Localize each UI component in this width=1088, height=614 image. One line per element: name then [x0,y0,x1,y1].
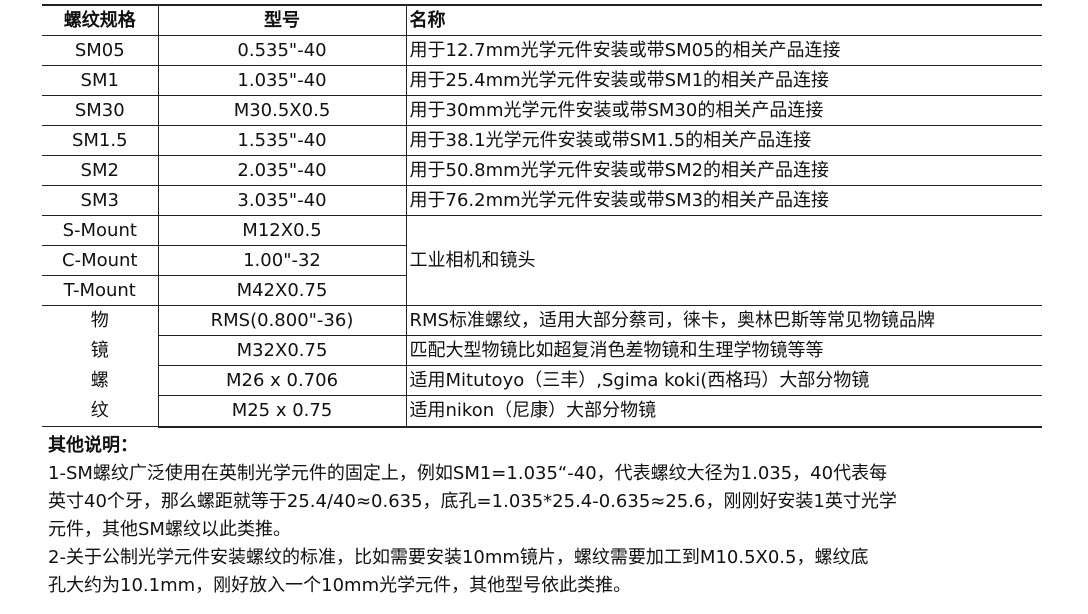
group-label-char: 纹 [90,400,109,421]
thread-spec-table: 螺纹规格 型号 名称 SM05 0.535"-40 用于12.7mm光学元件安装或带… [42,4,1042,428]
notes-line: 英寸40个牙，那么螺距就等于25.4/40≈0.635，底孔=1.035*25.… [48,491,897,512]
spec-cell: SM3 [42,185,159,216]
notes-line: 元件，其他SM螺纹以此类推。 [48,519,291,540]
table-row: M25 x 0.75 适用nikon（尼康）大部分物镜 [42,395,1042,428]
table-row: SM2 2.035"-40 用于50.8mm光学元件安装或带SM2的相关产品连接 [42,155,1042,186]
model-cell: 2.035"-40 [157,155,407,186]
notes-line: 1-SM螺纹广泛使用在英制光学元件的固定上，例如SM1=1.035“-40，代表… [48,463,888,484]
group-label-char: 镜 [90,340,109,361]
name-cell: 适用Mitutoyo（三丰）,Sgima koki(西格玛）大部分物镜 [405,365,1042,397]
table-row: SM3 3.035"-40 用于76.2mm光学元件安装或带SM3的相关产品连接 [42,185,1042,216]
table-header: 螺纹规格 型号 名称 [42,4,1042,36]
spec-cell: T-Mount [42,275,159,306]
spec-cell: C-Mount [42,245,159,276]
model-cell: 1.035"-40 [157,65,407,96]
table-row: SM30 M30.5X0.5 用于30mm光学元件安装或带SM30的相关产品连接 [42,95,1042,126]
header-model: 型号 [157,4,407,36]
spec-cell: SM05 [42,35,159,66]
table-row: M26 x 0.706 适用Mitutoyo（三丰）,Sgima koki(西格玛… [42,365,1042,397]
name-cell: 用于12.7mm光学元件安装或带SM05的相关产品连接 [405,35,1042,66]
table-row: M32X0.75 匹配大型物镜比如超复消色差物镜和生理学物镜等等 [42,335,1042,367]
table-row: 物 镜 螺 纹 RMS(0.800"-36) RMS标准螺纹，适用大部分蔡司，徕卡… [42,304,1042,427]
model-cell: M26 x 0.706 [158,365,407,397]
model-cell: 3.035"-40 [157,185,407,216]
spec-cell: S-Mount [42,215,159,246]
name-cell: 用于38.1光学元件安装或带SM1.5的相关产品连接 [405,125,1042,156]
header-spec: 螺纹规格 [42,4,159,36]
model-cell: M32X0.75 [158,335,407,367]
notes-title: 其他说明： [48,435,138,456]
notes-section: 其他说明： 1-SM螺纹广泛使用在英制光学元件的固定上，例如SM1=1.035“… [48,432,1048,600]
model-cell: 0.535"-40 [157,35,407,66]
table-row: S-Mount M12X0.5 工业相机和镜头 [42,215,1042,306]
group-label-char: 物 [90,310,109,331]
model-cell: M25 x 0.75 [158,395,407,428]
spec-cell: SM1.5 [42,125,159,156]
notes-line: 2-关于公制光学元件安装螺纹的标准，比如需要安装10mm镜片，螺纹需要加工到M1… [48,547,869,568]
model-cell: RMS(0.800"-36) [157,304,407,337]
name-cell: RMS标准螺纹，适用大部分蔡司，徕卡，奥林巴斯等常见物镜品牌 [405,304,1042,337]
model-cell: M12X0.5 [157,215,407,246]
spec-cell: SM1 [42,65,159,96]
model-cell: M42X0.75 [157,275,406,306]
mount-group-name-cell: 工业相机和镜头 [405,215,1042,306]
table-row: SM1.5 1.535"-40 用于38.1光学元件安装或带SM1.5的相关产品连接 [42,125,1042,156]
spec-cell: SM2 [42,155,159,186]
name-cell: 用于76.2mm光学元件安装或带SM3的相关产品连接 [405,185,1042,216]
notes-line: 孔大约为10.1mm，刚好放入一个10mm光学元件，其他型号依此类推。 [48,575,632,596]
table-row: SM1 1.035"-40 用于25.4mm光学元件安装或带SM1的相关产品连接 [42,65,1042,96]
name-cell: 匹配大型物镜比如超复消色差物镜和生理学物镜等等 [405,335,1042,367]
name-cell: 用于30mm光学元件安装或带SM30的相关产品连接 [405,95,1042,126]
header-name: 名称 [405,4,1042,36]
model-cell: 1.00"-32 [157,245,406,276]
table-row: SM05 0.535"-40 用于12.7mm光学元件安装或带SM05的相关产品连接 [42,35,1042,66]
name-cell: 用于25.4mm光学元件安装或带SM1的相关产品连接 [405,65,1042,96]
group-label-char: 螺 [90,370,109,391]
name-cell: 适用nikon（尼康）大部分物镜 [405,395,1042,428]
model-cell: M30.5X0.5 [157,95,407,126]
objective-thread-group-label: 物 镜 螺 纹 [42,305,159,427]
table-row: C-Mount 1.00"-32 [42,245,1042,276]
name-cell: 用于50.8mm光学元件安装或带SM2的相关产品连接 [405,155,1042,186]
model-cell: 1.535"-40 [157,125,407,156]
spec-cell: SM30 [42,95,159,126]
